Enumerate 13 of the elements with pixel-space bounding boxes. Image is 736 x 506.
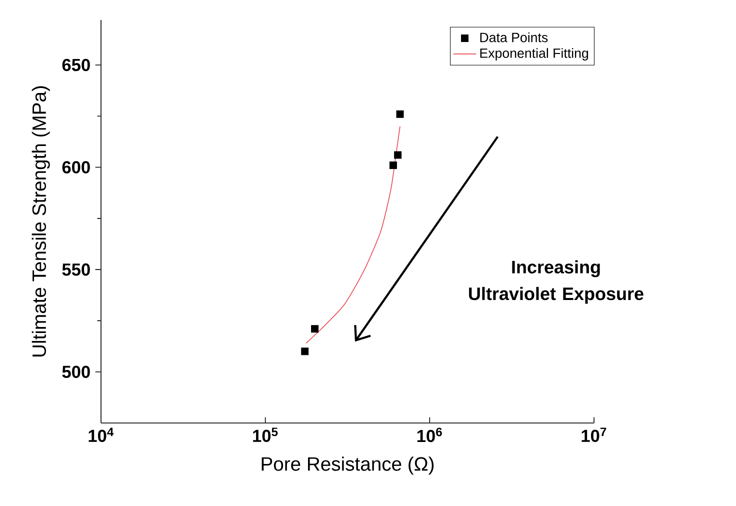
x-tick-label: 10$^{5}$ [253,428,278,442]
y-tick-label: 600 [62,161,90,174]
legend-label: Data Points [480,32,548,42]
legend-label: Exponential Fitting [480,48,588,61]
x-axis-title: Pore Resistance (Ω) [262,456,434,475]
y-tick-label: 650 [62,58,90,72]
annotation: Increasing Ultraviolet Exposure [469,260,644,304]
x-tick-label: 10$^{4}$ [88,428,114,442]
x-tick-label: 10$^{7}$ [582,428,606,442]
x-tick-label: 10$^{6}$ [417,428,442,442]
y-tick-label: 500 [62,366,90,378]
y-axis-title: Ultimate Tensile Strength (MPa) [32,86,50,356]
y-tick-label: 550 [62,263,90,276]
